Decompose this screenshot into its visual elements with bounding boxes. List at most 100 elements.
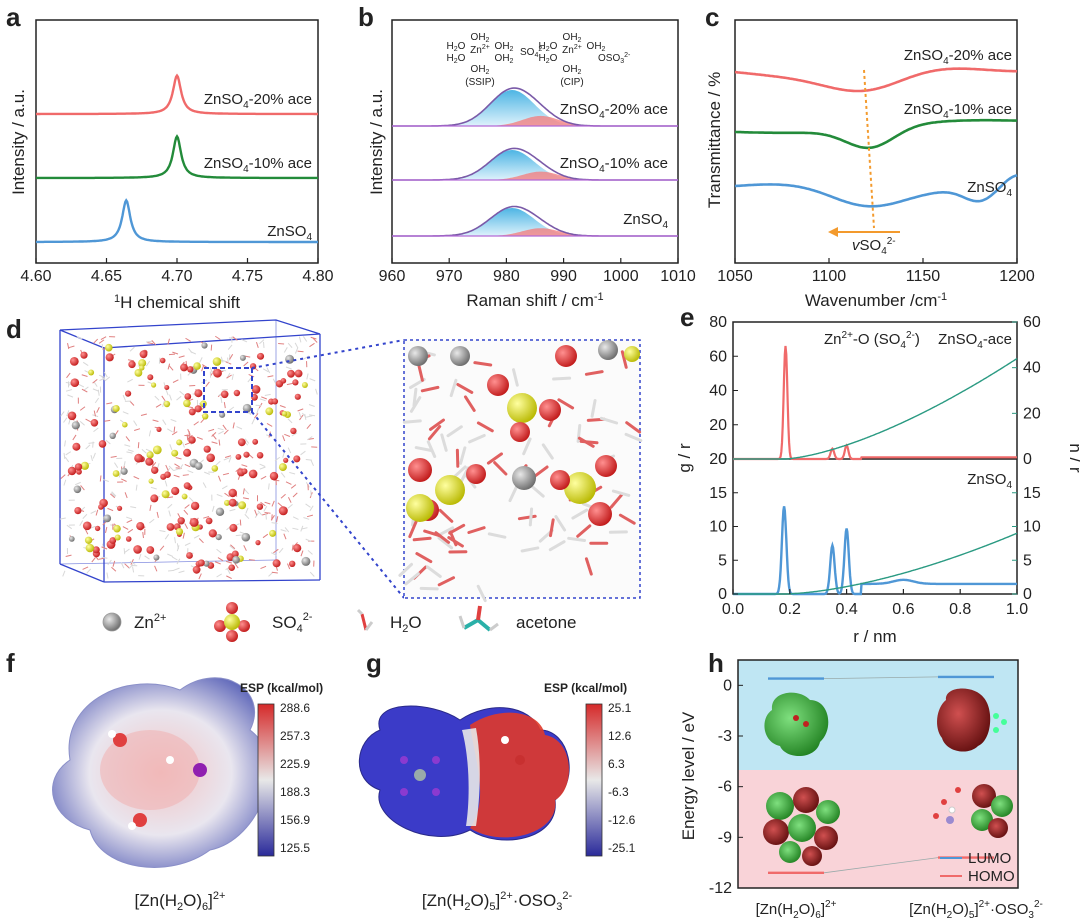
md-water xyxy=(111,491,117,497)
md-water xyxy=(239,519,242,526)
md-water xyxy=(188,497,194,503)
e-xlabel: r / nm xyxy=(853,627,896,646)
md-water xyxy=(82,566,89,570)
zoom-water xyxy=(434,531,451,544)
c-series-1 xyxy=(735,118,1018,150)
zoom-water xyxy=(532,465,549,479)
b-label-10: ZnSO4-10% ace xyxy=(560,155,668,175)
md-water xyxy=(164,534,170,540)
md-water xyxy=(124,563,130,569)
md-water xyxy=(176,395,182,401)
zoom-water xyxy=(412,387,418,407)
md-ion xyxy=(67,466,77,476)
md-water xyxy=(168,365,174,371)
md-water xyxy=(137,442,140,449)
md-water xyxy=(244,513,250,520)
md-ion xyxy=(103,514,112,523)
panel-letter-a: a xyxy=(6,2,21,32)
md-water xyxy=(93,338,99,344)
md-water xyxy=(168,510,171,517)
md-water xyxy=(68,345,75,349)
md-water xyxy=(287,342,293,349)
colorbar-f-title: ESP (kcal/mol) xyxy=(240,681,323,695)
md-water xyxy=(307,436,313,441)
zoom-water xyxy=(473,361,493,367)
h-ytick-label-0: 0 xyxy=(723,677,732,694)
h-category-1: [Zn(H2O)6]2+ xyxy=(756,899,837,921)
md-water xyxy=(286,382,293,386)
md-ion xyxy=(80,351,88,359)
legend-zn: Zn2+ xyxy=(134,612,166,632)
md-water xyxy=(216,573,222,578)
md-ion xyxy=(147,374,154,381)
md-water xyxy=(268,571,274,577)
md-water xyxy=(289,471,296,475)
md-water xyxy=(149,504,152,511)
zoom-atom-13 xyxy=(555,345,577,367)
zoom-water xyxy=(451,465,467,480)
md-water xyxy=(124,444,131,447)
chart-c-frame xyxy=(734,19,1018,264)
md-water xyxy=(309,342,315,348)
lumo-orbital-1 xyxy=(764,692,829,757)
md-water xyxy=(294,342,299,349)
md-water xyxy=(309,571,315,577)
md-ion xyxy=(84,536,93,544)
md-water xyxy=(67,343,70,350)
md-water xyxy=(133,420,138,426)
zoom-water xyxy=(554,515,567,532)
zoom-atom-18 xyxy=(624,346,640,362)
md-ion xyxy=(229,523,238,532)
md-water xyxy=(173,474,180,478)
md-ion xyxy=(133,545,142,554)
md-water xyxy=(198,573,202,580)
c-guide-line xyxy=(863,69,875,229)
md-ion xyxy=(72,442,81,451)
md-ion xyxy=(190,501,200,511)
md-water xyxy=(99,475,102,482)
md-water xyxy=(151,462,157,468)
md-water xyxy=(290,484,297,489)
md-water xyxy=(176,543,179,550)
zoom-water xyxy=(520,546,540,553)
md-water xyxy=(215,460,221,466)
md-water xyxy=(92,379,98,384)
md-water xyxy=(76,336,83,340)
zoom-water xyxy=(476,421,494,433)
md-water xyxy=(182,474,189,476)
md-water xyxy=(273,548,279,554)
c-series-2 xyxy=(734,174,1018,208)
md-water xyxy=(127,359,134,362)
md-ion xyxy=(177,517,185,525)
md-ion xyxy=(134,369,143,377)
md-water xyxy=(129,561,136,565)
md-water xyxy=(243,361,249,367)
md-ion xyxy=(125,536,132,542)
b-xtick-label-3: 990 xyxy=(550,268,577,285)
md-water xyxy=(111,566,117,572)
zoom-water xyxy=(609,493,624,509)
zoom-water xyxy=(590,399,597,418)
md-water xyxy=(179,464,184,470)
md-water xyxy=(176,558,181,565)
water-icon xyxy=(356,608,374,631)
md-water xyxy=(93,381,98,387)
md-ion xyxy=(241,468,248,475)
md-water xyxy=(279,405,286,408)
sulfate-icon xyxy=(214,602,250,642)
g-cbar-tick-0: 25.1 xyxy=(608,701,632,715)
md-water xyxy=(186,434,189,441)
zoom-water xyxy=(438,508,454,523)
a-label-20: ZnSO4-20% ace xyxy=(204,91,312,111)
md-water xyxy=(144,555,150,560)
md-water xyxy=(310,490,312,497)
md-ion xyxy=(257,352,265,360)
c-xtick-label-3: 1200 xyxy=(999,268,1035,285)
legend-lumo: LUMO xyxy=(968,850,1011,867)
md-ion xyxy=(301,556,311,566)
legend-h2o: H2O xyxy=(390,613,422,635)
md-water xyxy=(285,481,292,485)
md-water xyxy=(127,449,134,452)
md-water xyxy=(59,517,66,520)
b-xtick-label-2: 980 xyxy=(493,268,520,285)
